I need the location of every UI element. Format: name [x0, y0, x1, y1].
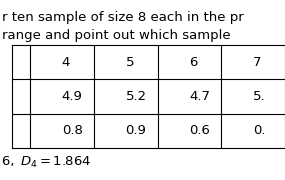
Text: 0.6: 0.6 — [189, 124, 210, 137]
Text: 6: 6 — [189, 56, 198, 69]
Text: 5.2: 5.2 — [126, 90, 147, 103]
Text: 0.9: 0.9 — [126, 124, 146, 137]
Text: 5.: 5. — [253, 90, 266, 103]
Text: 4.7: 4.7 — [189, 90, 210, 103]
Text: 0.: 0. — [253, 124, 266, 137]
Text: 4: 4 — [62, 56, 70, 69]
Text: $D_4 = 1.864$: $D_4 = 1.864$ — [20, 154, 91, 170]
Text: 7: 7 — [253, 56, 262, 69]
Text: 0.8: 0.8 — [62, 124, 83, 137]
Text: range and point out which sample: range and point out which sample — [2, 30, 231, 42]
Text: 6,: 6, — [2, 156, 23, 168]
Text: 5: 5 — [126, 56, 134, 69]
Text: r ten sample of size 8 each in the pr: r ten sample of size 8 each in the pr — [2, 12, 244, 24]
Text: 4.9: 4.9 — [62, 90, 83, 103]
